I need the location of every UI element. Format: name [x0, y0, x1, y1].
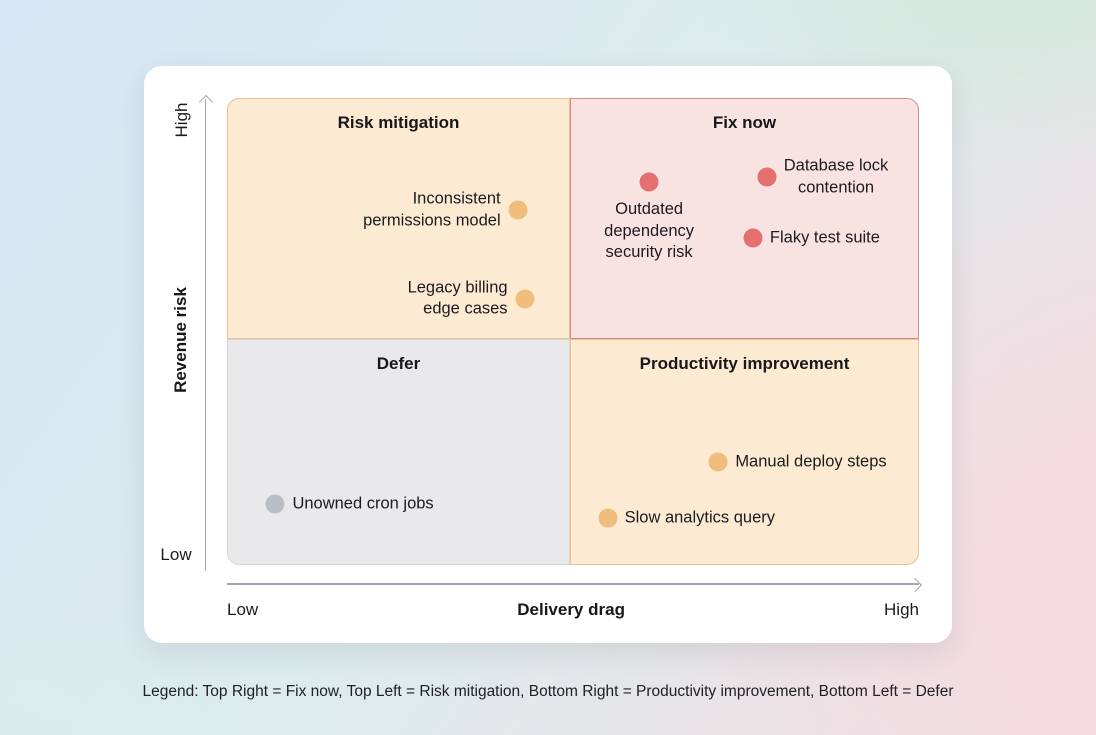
- quadrant-fix-now: Fix now: [570, 98, 919, 339]
- y-axis-max-label: High: [172, 102, 191, 138]
- quadrant-productivity-improvement: Productivity improvement: [570, 339, 919, 565]
- x-axis-labels: Low Delivery drag High: [227, 600, 919, 620]
- y-axis-arrow-icon: [198, 94, 213, 110]
- quadrant-risk-mitigation: Risk mitigation: [227, 98, 570, 339]
- quadrant-title-risk-mitigation: Risk mitigation: [337, 113, 460, 132]
- quadrant-title-defer: Defer: [376, 354, 421, 373]
- x-axis-arrow-icon: [907, 577, 923, 592]
- quadrant-grid: Risk mitigation Fix now Defer Productivi…: [227, 98, 919, 565]
- quadrant-title-fix-now: Fix now: [712, 113, 777, 132]
- y-axis-title: Revenue risk: [171, 287, 190, 393]
- y-axis-line: [204, 99, 206, 571]
- quadrant-defer: Defer: [227, 339, 570, 565]
- quadrant-title-productivity-improvement: Productivity improvement: [639, 354, 850, 373]
- y-axis-min-label: Low: [160, 545, 192, 564]
- x-axis-line: [227, 583, 919, 585]
- x-axis-min-label: Low: [227, 600, 259, 619]
- x-axis-max-label: High: [884, 600, 919, 619]
- chart-legend: Legend: Top Right = Fix now, Top Left = …: [142, 683, 954, 700]
- x-axis-title: Delivery drag: [517, 600, 625, 619]
- quadrant-chart-card: Risk mitigation Fix now Defer Productivi…: [144, 66, 952, 643]
